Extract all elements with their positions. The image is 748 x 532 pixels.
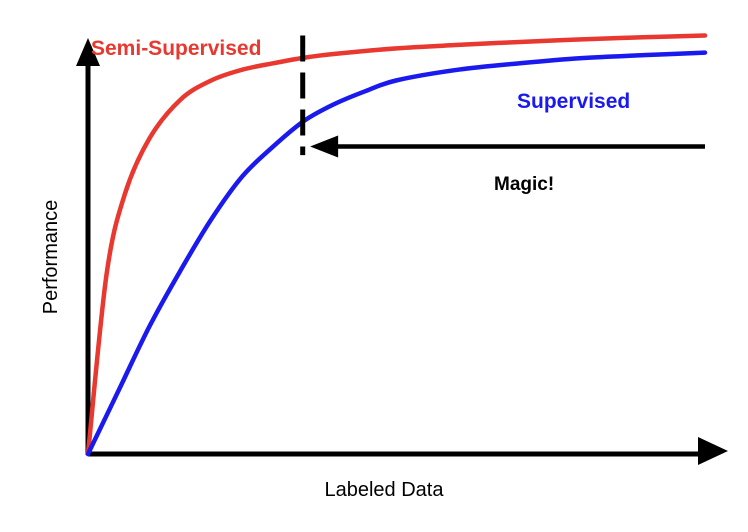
supervised-label: Supervised xyxy=(517,90,630,113)
semi-supervised-label: Semi-Supervised xyxy=(91,37,261,60)
y-axis-arrowhead xyxy=(76,38,100,66)
supervised-curve xyxy=(85,50,708,457)
x-axis-label: Labeled Data xyxy=(325,479,445,501)
x-axis-arrowhead xyxy=(698,437,728,465)
magic-label: Magic! xyxy=(494,174,554,195)
magic-arrowhead xyxy=(310,135,339,158)
y-axis-label: Performance xyxy=(40,200,62,315)
semi-supervised-curve xyxy=(85,33,708,457)
